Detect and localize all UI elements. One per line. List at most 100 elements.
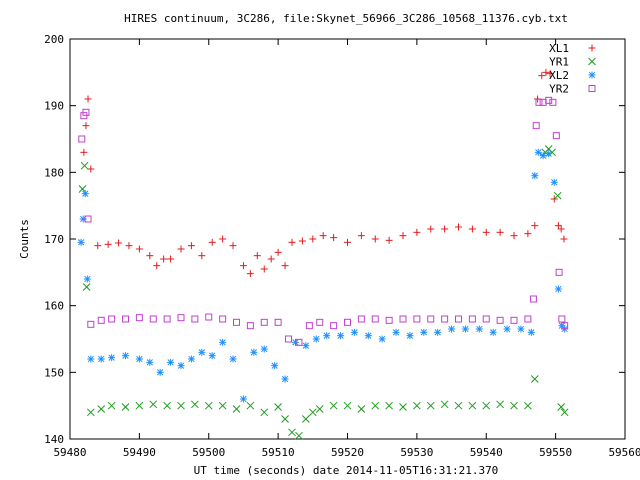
data-point-xl1: [146, 252, 154, 260]
data-point-xl1: [177, 245, 185, 253]
data-point-xl1: [219, 235, 227, 243]
data-point-yr2: [274, 318, 282, 326]
x-tick-label: 59520: [331, 446, 364, 459]
x-tick-label: 59540: [470, 446, 503, 459]
x-axis-label: UT time (seconds) date 2014-11-05T16:31:…: [194, 464, 499, 477]
data-point-xl2: [489, 328, 497, 336]
data-point-yr1: [343, 401, 352, 410]
data-point-yr2: [316, 318, 324, 326]
y-tick-label: 140: [44, 433, 64, 446]
data-point-yr2: [122, 315, 129, 323]
data-point-yr2: [529, 295, 537, 303]
data-point-yr2: [535, 98, 543, 106]
data-point-yr2: [441, 315, 449, 323]
data-point-xl1: [281, 262, 289, 270]
data-point-xl1: [198, 252, 206, 260]
data-point-xl1: [309, 235, 317, 243]
data-point-yr1: [80, 161, 89, 170]
data-point-xl2: [545, 150, 553, 158]
data-point-xl1: [187, 242, 195, 250]
data-point-xl1: [546, 70, 554, 78]
data-point-xl2: [539, 152, 547, 160]
series-yr1: [78, 145, 569, 440]
data-point-yr2: [555, 268, 563, 276]
data-point-yr2: [78, 135, 86, 143]
data-point-yr2: [399, 315, 407, 323]
data-point-yr1: [371, 401, 380, 410]
data-marks: [77, 68, 569, 440]
data-point-yr2: [561, 322, 569, 330]
data-point-yr1: [191, 400, 199, 409]
data-point-yr2: [177, 314, 185, 322]
data-point-xl1: [357, 232, 365, 240]
data-point-xl1: [267, 255, 275, 263]
data-point-yr1: [177, 401, 185, 410]
legend-marker-yr2: [588, 85, 596, 92]
data-point-yr2: [87, 320, 95, 328]
data-point-xl2: [87, 355, 95, 363]
data-point-yr1: [482, 401, 491, 410]
data-point-yr1: [357, 405, 366, 413]
data-point-yr2: [385, 316, 393, 324]
data-point-xl1: [104, 240, 112, 248]
data-point-xl1: [84, 95, 92, 103]
data-point-yr1: [557, 403, 566, 411]
legend-label-xl1: XL1: [549, 42, 569, 55]
data-point-xl1: [274, 248, 282, 256]
data-point-yr1: [163, 401, 171, 410]
data-point-xl1: [557, 225, 565, 233]
data-point-xl2: [77, 238, 85, 246]
data-point-xl2: [239, 395, 247, 403]
data-point-xl2: [229, 355, 237, 363]
data-point-yr1: [560, 408, 569, 417]
data-point-yr2: [295, 338, 303, 346]
data-point-yr1: [399, 403, 407, 411]
data-point-xl2: [271, 362, 279, 370]
data-point-xl1: [524, 230, 532, 238]
data-point-xl2: [208, 352, 216, 360]
data-point-yr1: [135, 401, 144, 410]
data-point-xl1: [413, 228, 421, 236]
data-point-xl1: [115, 239, 123, 247]
data-point-xl2: [108, 354, 116, 362]
data-point-yr1: [468, 401, 477, 410]
series-xl2: [77, 148, 569, 403]
data-point-xl1: [135, 245, 143, 253]
data-point-xl2: [135, 355, 143, 363]
data-point-xl1: [153, 262, 161, 270]
data-point-xl1: [531, 222, 539, 230]
data-point-yr1: [440, 400, 449, 409]
data-point-xl1: [94, 242, 102, 250]
data-point-xl1: [208, 238, 216, 246]
data-point-yr1: [260, 408, 269, 417]
data-point-yr1: [496, 400, 504, 409]
data-point-yr2: [285, 335, 293, 343]
data-point-xl2: [156, 368, 164, 376]
data-point-yr2: [371, 315, 379, 323]
data-point-xl2: [79, 215, 87, 223]
data-point-xl1: [167, 255, 175, 263]
data-point-yr1: [510, 401, 518, 410]
data-point-yr1: [82, 283, 91, 291]
data-point-xl1: [496, 228, 504, 236]
data-point-xl1: [510, 232, 518, 240]
data-point-yr2: [549, 98, 557, 106]
data-point-xl1: [80, 148, 88, 156]
data-point-yr1: [413, 401, 421, 410]
x-tick-label: 59550: [539, 446, 572, 459]
data-point-yr1: [86, 408, 95, 417]
data-point-yr1: [288, 428, 296, 437]
data-point-yr1: [308, 408, 317, 417]
data-point-xl2: [302, 342, 310, 350]
data-point-xl2: [219, 338, 227, 346]
data-point-yr2: [108, 315, 116, 323]
data-point-xl1: [399, 232, 407, 240]
data-point-yr2: [427, 315, 435, 323]
legend-marker-xl1: [588, 44, 596, 52]
data-point-xl1: [229, 242, 237, 250]
data-point-xl2: [122, 352, 129, 360]
data-point-xl2: [198, 348, 206, 356]
y-tick-label: 160: [44, 300, 64, 313]
data-point-yr2: [413, 315, 421, 323]
